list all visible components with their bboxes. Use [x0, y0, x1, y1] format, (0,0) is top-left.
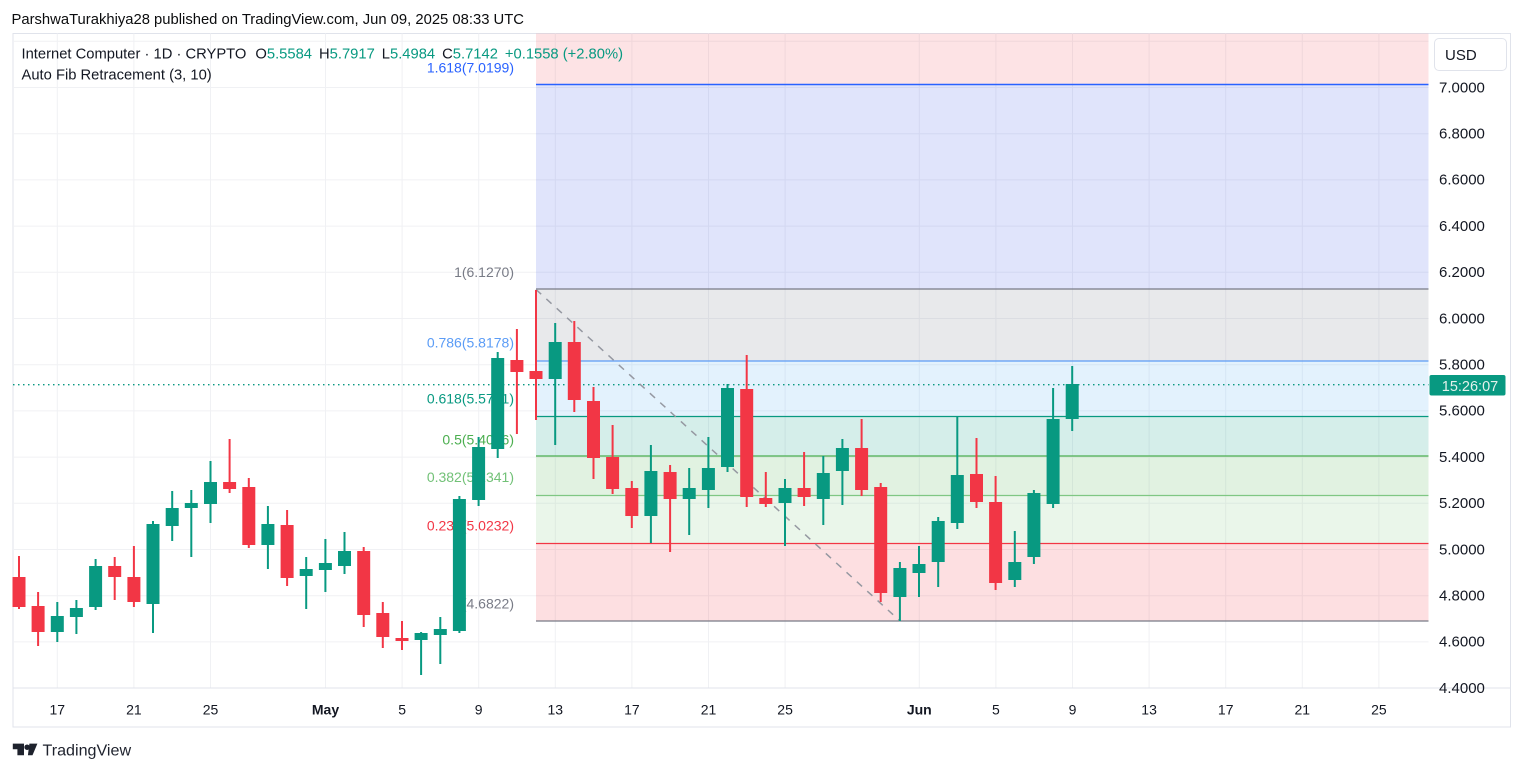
svg-text:17: 17	[50, 702, 66, 718]
svg-text:6.8000: 6.8000	[1439, 126, 1485, 143]
svg-text:1.618(7.0199): 1.618(7.0199)	[427, 59, 514, 75]
svg-text:5.8000: 5.8000	[1439, 357, 1485, 374]
svg-text:21: 21	[1295, 702, 1311, 718]
svg-text:6.4000: 6.4000	[1439, 218, 1485, 235]
svg-text:25: 25	[203, 702, 219, 718]
svg-text:5.4000: 5.4000	[1439, 449, 1485, 466]
svg-text:0.786(5.8178): 0.786(5.8178)	[427, 335, 514, 351]
svg-text:7.0000: 7.0000	[1439, 79, 1485, 96]
svg-text:5.2000: 5.2000	[1439, 495, 1485, 512]
svg-text:1(6.1270): 1(6.1270)	[454, 264, 514, 280]
svg-text:9: 9	[1069, 702, 1077, 718]
svg-text:15:26:07: 15:26:07	[1442, 379, 1498, 395]
svg-text:Internet Computer · 1D · CRYPT: Internet Computer · 1D · CRYPTO O5.5584 H5…	[22, 47, 624, 63]
svg-text:6.0000: 6.0000	[1439, 310, 1485, 327]
svg-text:25: 25	[1371, 702, 1387, 718]
svg-text:5.0000: 5.0000	[1439, 541, 1485, 558]
svg-text:5.6000: 5.6000	[1439, 403, 1485, 420]
svg-text:ParshwaTurakhiya28 published o: ParshwaTurakhiya28 published on TradingV…	[12, 12, 525, 28]
svg-text:13: 13	[548, 702, 564, 718]
svg-text:4.8000: 4.8000	[1439, 588, 1485, 605]
svg-text:6.6000: 6.6000	[1439, 172, 1485, 189]
svg-text:4.4000: 4.4000	[1439, 680, 1485, 697]
svg-text:USD: USD	[1445, 47, 1477, 64]
svg-text:17: 17	[624, 702, 640, 718]
svg-text:17: 17	[1218, 702, 1234, 718]
svg-text:6.2000: 6.2000	[1439, 264, 1485, 281]
svg-text:21: 21	[701, 702, 717, 718]
svg-text:25: 25	[777, 702, 793, 718]
svg-text:0.236(5.0232): 0.236(5.0232)	[427, 518, 514, 534]
svg-text:0.382(5.2341): 0.382(5.2341)	[427, 469, 514, 485]
svg-text:Jun: Jun	[907, 702, 932, 718]
svg-text:May: May	[312, 702, 339, 718]
svg-text:5: 5	[992, 702, 1000, 718]
svg-text:5: 5	[398, 702, 406, 718]
svg-text:9: 9	[475, 702, 483, 718]
svg-text:4.6000: 4.6000	[1439, 634, 1485, 651]
svg-text:Auto Fib Retracement (3, 10): Auto Fib Retracement (3, 10)	[22, 68, 212, 84]
svg-text:21: 21	[126, 702, 142, 718]
svg-text:TradingView: TradingView	[43, 742, 132, 760]
svg-text:13: 13	[1141, 702, 1157, 718]
svg-text:0(4.6822): 0(4.6822)	[454, 595, 514, 611]
